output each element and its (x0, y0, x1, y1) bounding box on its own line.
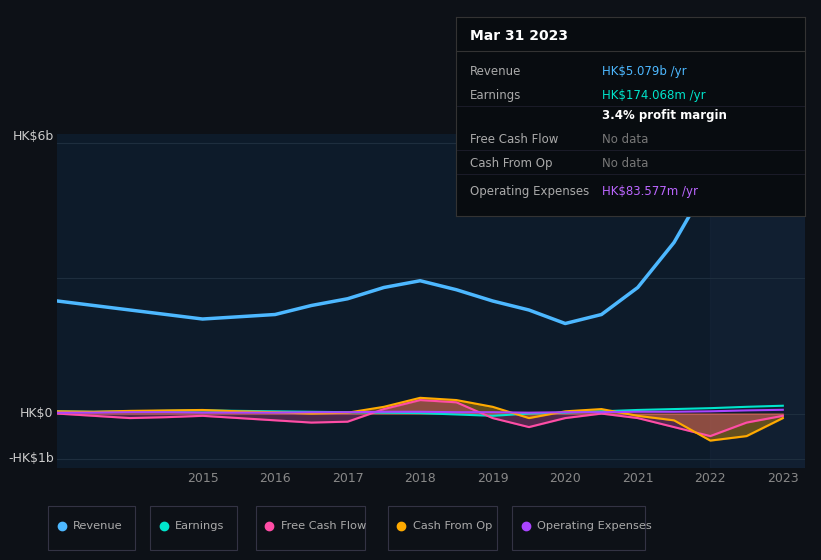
Text: Cash From Op: Cash From Op (413, 521, 492, 531)
Text: Earnings: Earnings (175, 521, 224, 531)
Bar (710, 134, 805, 468)
Text: Mar 31 2023: Mar 31 2023 (470, 29, 567, 43)
Text: Free Cash Flow: Free Cash Flow (470, 133, 558, 146)
Text: Free Cash Flow: Free Cash Flow (281, 521, 366, 531)
Text: HK$83.577m /yr: HK$83.577m /yr (603, 185, 698, 198)
Text: Earnings: Earnings (470, 90, 521, 102)
Text: Revenue: Revenue (73, 521, 122, 531)
Text: HK$5.079b /yr: HK$5.079b /yr (603, 64, 687, 77)
Text: No data: No data (603, 133, 649, 146)
Text: HK$6b: HK$6b (12, 130, 53, 143)
Text: -HK$1b: -HK$1b (8, 452, 53, 465)
Text: No data: No data (603, 157, 649, 170)
Text: Operating Expenses: Operating Expenses (470, 185, 589, 198)
Text: 3.4% profit margin: 3.4% profit margin (603, 109, 727, 122)
Text: HK$174.068m /yr: HK$174.068m /yr (603, 90, 706, 102)
Text: Operating Expenses: Operating Expenses (538, 521, 652, 531)
Text: HK$0: HK$0 (21, 407, 53, 420)
Text: Revenue: Revenue (470, 64, 521, 77)
Text: Cash From Op: Cash From Op (470, 157, 552, 170)
